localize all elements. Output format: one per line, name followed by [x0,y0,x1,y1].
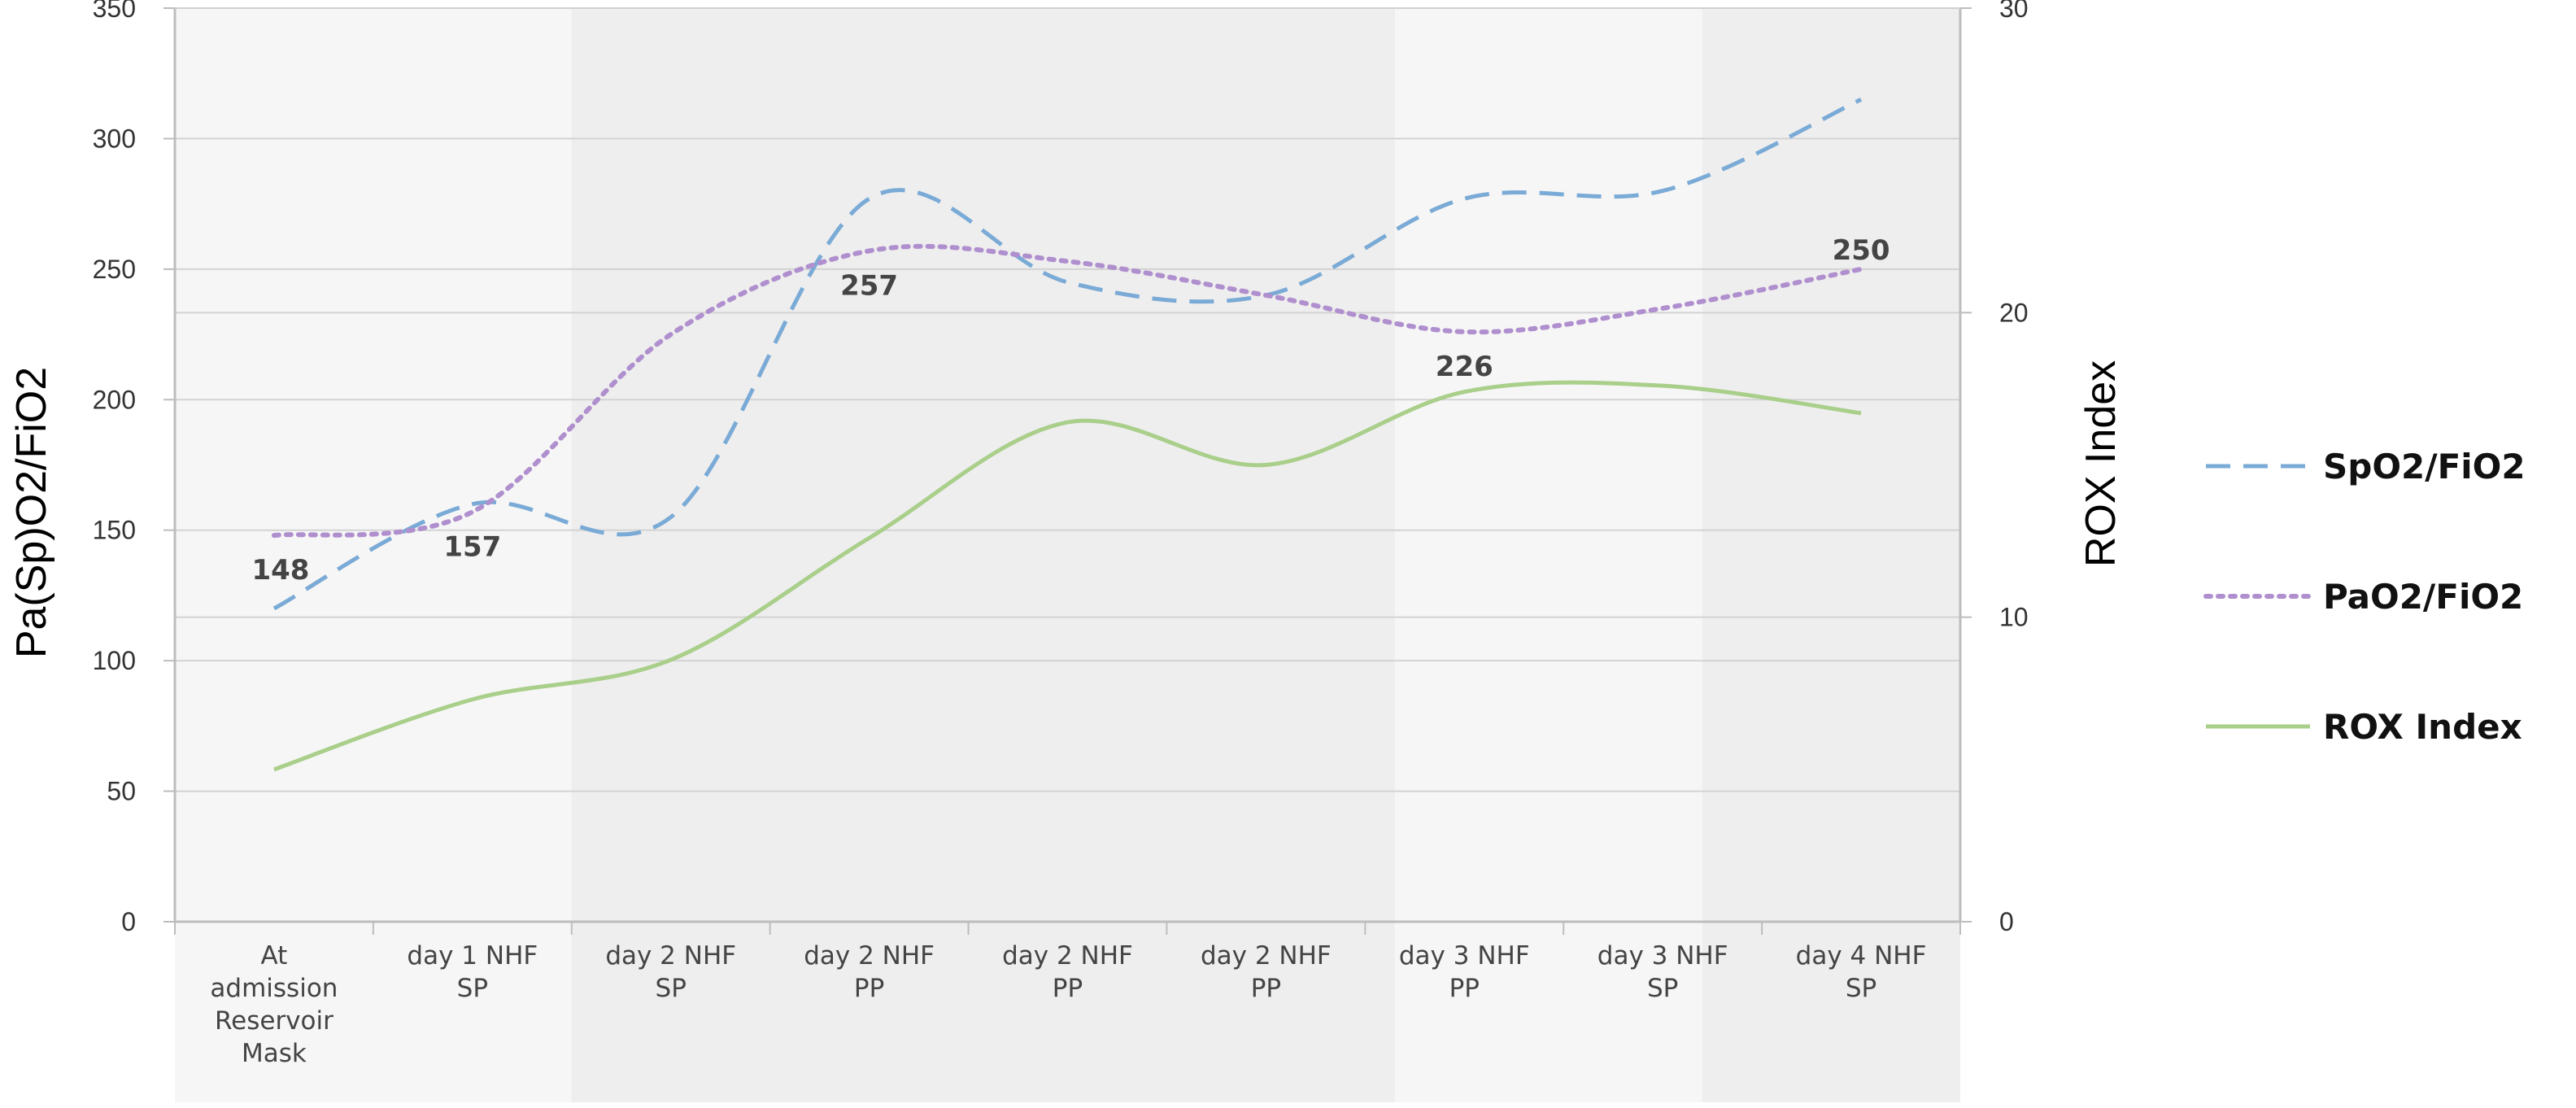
x-category-label-line: day 3 NHF [1399,941,1530,971]
data-label: 257 [840,269,898,302]
data-label: 157 [443,530,501,563]
data-labels: 148 157 257 226 250 [251,234,1890,587]
x-category-label-line: At [261,941,288,971]
y2-axis-tick-labels: 0 10 20 30 [1999,0,2029,936]
x-category-label: day 4 NHF SP [1796,941,1927,1003]
y2-axis-title: ROX Index [2077,360,2125,567]
y2-tick-label: 20 [1999,298,2029,327]
plot-band [571,8,1395,1102]
x-category-label: day 3 NHF PP [1399,941,1530,1003]
y-tick-label: 150 [93,516,136,545]
y-tick-label: 250 [93,255,136,284]
x-category-label: day 3 NHF SP [1597,941,1728,1003]
series-line-rox-index [273,380,1862,772]
x-category-label-line: day 2 NHF [1201,941,1332,971]
x-category-label-line: day 2 NHF [1002,941,1133,971]
x-category-label-line: day 1 NHF [407,941,538,971]
y-tick-label: 100 [93,646,136,675]
plot-band [1702,8,1960,1102]
y2-tick-label: 0 [1999,907,2014,936]
y-tick-label: 50 [107,777,136,806]
y-tick-label: 300 [93,124,136,153]
y-axis-tick-labels: 0 50 100 150 200 250 300 350 [93,0,136,936]
y-tick-label: 200 [93,385,136,414]
legend-label: SpO2/FiO2 [2323,447,2526,486]
y2-tick-label: 30 [1999,0,2029,23]
x-category-label: day 2 NHF SP [605,941,736,1003]
x-category-label-line: SP [457,974,488,1003]
x-category-label-line: day 4 NHF [1796,941,1927,971]
data-label: 250 [1833,234,1890,267]
x-category-label: At admission Reservoir Mask [210,941,338,1068]
legend-label: ROX Index [2323,707,2522,747]
data-label: 226 [1436,351,1493,383]
y2-tick-label: 10 [1999,603,2029,632]
legend-label: PaO2/FiO2 [2323,577,2523,617]
x-category-label-line: PP [1251,974,1281,1003]
x-category-label-line: SP [1846,974,1876,1003]
x-category-label-line: SP [1647,974,1678,1003]
legend: SpO2/FiO2 PaO2/FiO2 ROX Index [2203,447,2526,747]
x-category-label-line: Mask [242,1039,307,1068]
series-line-pao2-fio2 [271,243,1864,539]
x-category-label-line: Reservoir [215,1006,333,1036]
x-category-label: day 2 NHF PP [804,941,935,1003]
x-category-label-line: SP [656,974,686,1003]
x-category-label-line: admission [210,974,338,1003]
x-category-label-line: day 2 NHF [605,941,736,971]
x-category-label: day 2 NHF PP [1002,941,1133,1003]
data-label: 148 [251,554,309,587]
plot-background [175,8,1960,1102]
x-category-label-line: day 2 NHF [804,941,935,971]
x-category-label-line: PP [1449,974,1480,1003]
y-tick-label: 0 [121,907,136,936]
x-category-label-line: PP [1053,974,1083,1003]
series-lines [271,98,1864,772]
axes [163,7,1972,935]
x-category-label-line: day 3 NHF [1597,941,1728,971]
y-tick-label: 350 [93,0,136,23]
x-category-label: day 1 NHF SP [407,941,538,1003]
x-category-label-line: PP [854,974,884,1003]
y-axis-title: Pa(Sp)O2/FiO2 [8,367,55,658]
x-category-label: day 2 NHF PP [1201,941,1332,1003]
series-line-spo2-fio2 [272,98,1863,611]
